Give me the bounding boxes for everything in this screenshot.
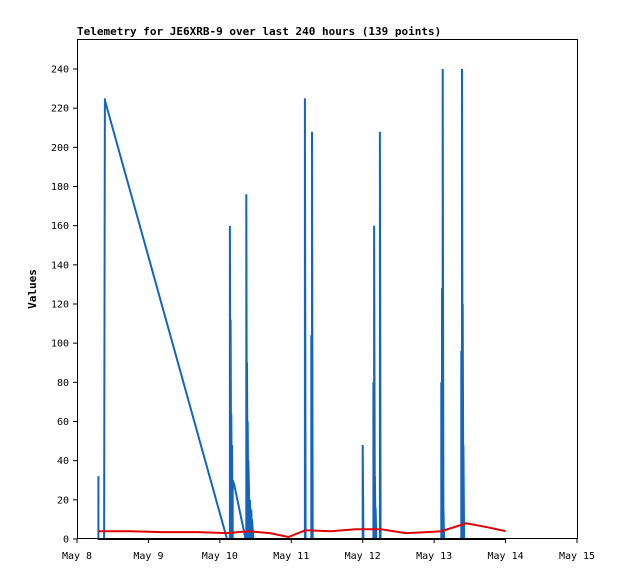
- x-tick-label: May 15: [559, 551, 595, 562]
- x-tick-label: May 11: [273, 551, 309, 562]
- y-tick-label: 180: [51, 182, 69, 193]
- y-tick-label: 220: [51, 104, 69, 115]
- x-tick-label: May 14: [488, 551, 524, 562]
- y-tick-label: 20: [57, 495, 69, 506]
- chart-title: Telemetry for JE6XRB-9 over last 240 hou…: [77, 25, 441, 38]
- y-axis-label: Values: [26, 269, 39, 309]
- x-axis-ticks: May 8 May 9 May 10 May 11 May 12 May 13 May 14…: [62, 539, 595, 562]
- y-tick-label: 120: [51, 300, 69, 311]
- x-tick-label: May 8: [62, 551, 92, 562]
- y-tick-label: 80: [57, 378, 69, 389]
- y-tick-label: 60: [57, 417, 69, 428]
- y-tick-label: 0: [63, 535, 69, 546]
- y-axis-ticks: 0 20 40 60 80 100 120 140 160 180 200 220 240: [51, 65, 77, 546]
- series-layer: [97, 68, 506, 540]
- x-tick-label: May 9: [133, 551, 163, 562]
- y-tick-label: 160: [51, 221, 69, 232]
- series-line-1: [98, 522, 506, 539]
- y-tick-label: 140: [51, 260, 69, 271]
- x-tick-label: May 13: [416, 551, 452, 562]
- x-tick-label: May 10: [202, 551, 238, 562]
- plot-frame: [77, 39, 578, 539]
- x-tick-label: May 12: [345, 551, 381, 562]
- y-tick-label: 240: [51, 65, 69, 76]
- y-tick-label: 100: [51, 339, 69, 350]
- series-line-0: [97, 68, 466, 540]
- y-tick-label: 200: [51, 143, 69, 154]
- y-tick-label: 40: [57, 456, 69, 467]
